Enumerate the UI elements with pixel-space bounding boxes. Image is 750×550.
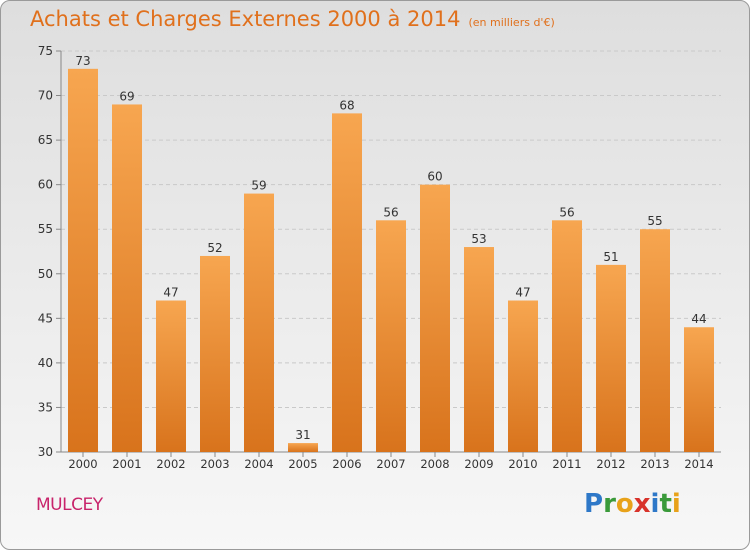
x-tick-label: 2011: [552, 457, 581, 471]
data-label: 52: [207, 241, 222, 255]
y-tick-label: 75: [38, 44, 53, 58]
bars: [68, 68, 714, 453]
x-tick-label: 2001: [112, 457, 141, 471]
data-label: 60: [427, 170, 442, 184]
bar-2004: [244, 193, 274, 453]
data-label: 69: [119, 89, 134, 103]
labels: 30 35 40 45 50 55 60 65 70 75 73 2000 69 2001 47 2002 52…: [38, 44, 714, 471]
data-label: 68: [339, 98, 354, 112]
bar-2005: [288, 443, 318, 452]
bar-2013: [640, 229, 670, 452]
x-tick-label: 2002: [156, 457, 185, 471]
y-tick-label: 55: [38, 222, 53, 236]
bar-2012: [596, 264, 626, 452]
bar-2009: [464, 247, 494, 452]
bar-2001: [112, 104, 142, 452]
logo-letter: i: [671, 489, 681, 519]
x-tick-label: 2007: [376, 457, 405, 471]
logo-letter: P: [584, 489, 604, 519]
bar-2002: [156, 300, 186, 452]
x-tick-label: 2010: [508, 457, 537, 471]
logo-letter: x: [633, 489, 651, 519]
x-tick-label: 2004: [244, 457, 273, 471]
x-tick-label: 2003: [200, 457, 229, 471]
data-label: 56: [559, 205, 574, 219]
data-label: 73: [75, 54, 90, 68]
data-label: 31: [295, 428, 310, 442]
x-tick-label: 2009: [464, 457, 493, 471]
logo-letter: o: [615, 489, 634, 519]
y-tick-label: 45: [38, 311, 53, 325]
bar-2011: [552, 220, 582, 452]
chart-title: Achats et Charges Externes 2000 à 2014: [30, 7, 461, 31]
x-tick-label: 2012: [596, 457, 625, 471]
bar-2014: [684, 327, 714, 452]
logo-letter: t: [659, 489, 672, 519]
y-tick-label: 60: [38, 178, 53, 192]
data-label: 51: [603, 250, 618, 264]
x-tick-label: 2014: [684, 457, 713, 471]
bar-2000: [68, 68, 98, 453]
bar-2010: [508, 300, 538, 452]
data-label: 53: [471, 232, 486, 246]
logo-letter: r: [603, 489, 616, 519]
chart-subtitle: (en milliers d'€): [468, 16, 555, 29]
data-label: 47: [163, 286, 178, 300]
x-tick-label: 2000: [68, 457, 97, 471]
x-tick-label: 2008: [420, 457, 449, 471]
bar-2007: [376, 220, 406, 452]
y-tick-label: 30: [38, 445, 53, 459]
y-tick-label: 70: [38, 89, 53, 103]
x-tick-label: 2005: [288, 457, 317, 471]
bar-2008: [420, 184, 450, 452]
y-tick-label: 65: [38, 133, 53, 147]
commune-name: MULCEY: [36, 495, 103, 515]
bar-2006: [332, 113, 362, 452]
x-tick-label: 2006: [332, 457, 361, 471]
title-block: Achats et Charges Externes 2000 à 2014 (e…: [30, 7, 555, 31]
data-label: 56: [383, 205, 398, 219]
y-tick-label: 35: [38, 400, 53, 414]
x-tick-label: 2013: [640, 457, 669, 471]
proxiti-logo: Proxiti: [584, 489, 681, 519]
data-label: 44: [691, 312, 706, 326]
data-label: 59: [251, 179, 266, 193]
y-tick-label: 40: [38, 356, 53, 370]
data-label: 55: [647, 214, 662, 228]
data-label: 47: [515, 286, 530, 300]
logo-letter: i: [650, 489, 660, 519]
bar-2003: [200, 255, 230, 452]
y-tick-label: 50: [38, 267, 53, 281]
